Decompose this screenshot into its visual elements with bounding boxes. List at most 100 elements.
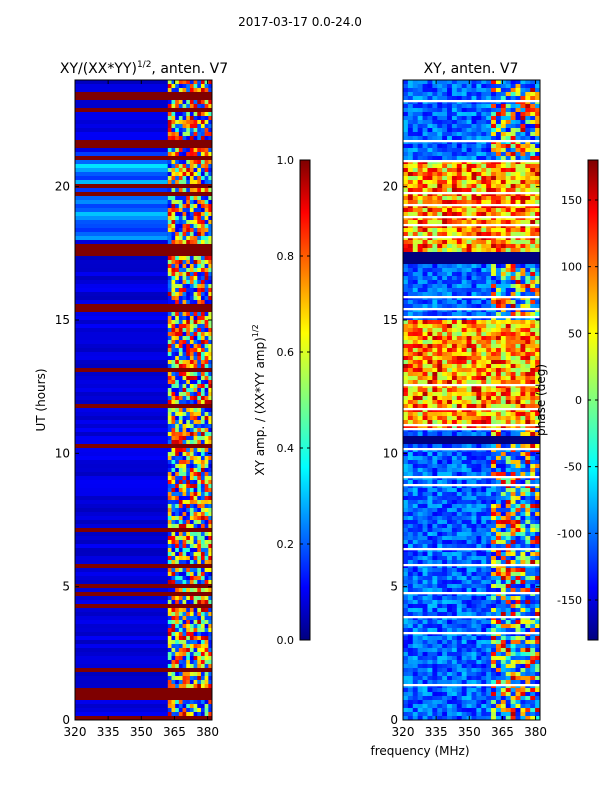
right-heatmap-cell [525,164,531,169]
right-heatmap-cell [525,304,531,309]
right-heatmap-cell [515,164,521,169]
right-heatmap-cell [442,332,448,337]
right-heatmap-cell [466,168,472,173]
right-heatmap-cell [525,400,531,405]
right-heatmap-cell [407,344,414,349]
left-heatmap-cell [197,104,202,109]
left-heatmap-cell [186,700,191,705]
right-heatmap-cell [442,288,448,293]
right-heatmap-cell [535,292,540,297]
right-heatmap-cell [412,472,419,477]
left-heatmap-cell [200,216,206,221]
right-heatmap-cell [442,240,448,245]
left-heatmap-row [75,392,168,397]
left-heatmap-cell [200,392,206,397]
left-heatmap-cell [171,216,176,221]
left-heatmap-cell [204,540,209,545]
left-heatmap-cell [171,344,176,349]
left-heatmap-row [75,380,168,385]
left-heatmap-cell [204,232,209,237]
right-heatmap-cell [505,304,512,309]
right-heatmap-cell [447,352,453,357]
left-heatmap-cell [204,580,209,585]
right-heatmap-cell [495,464,502,469]
right-heatmap-cell [515,432,521,437]
right-heatmap-cell [461,444,468,449]
left-heatmap-cell [182,332,187,337]
left-heatmap-cell [197,172,202,177]
right-heatmap-cell [442,364,448,369]
right-heatmap-cell [417,312,424,317]
right-heatmap-cell [525,356,531,361]
right-heatmap-cell [525,208,531,213]
right-heatmap-cell [447,132,453,137]
right-heatmap-cell [486,376,492,381]
right-heatmap-cell [471,324,477,329]
left-heatmap-cell [200,180,206,185]
left-ylabel: UT (hours) [34,368,48,431]
right-heatmap-cell [481,452,487,457]
left-heatmap-cell [186,492,191,497]
right-heatmap-cell [412,320,419,325]
right-heatmap-cell [481,420,487,425]
right-heatmap-cell [417,168,424,173]
right-heatmap-cell [456,108,463,113]
right-heatmap-cell [481,172,487,177]
left-heatmap-cell [200,132,206,137]
left-heatmap-cell [200,608,206,613]
right-heatmap-cell [447,188,453,193]
right-heatmap-cell [525,132,531,137]
left-heatmap-cell [178,276,184,281]
right-heatmap-cell [510,276,517,281]
left-heatmap-cell [171,408,176,413]
colorbar-tick-label: 1.0 [277,154,295,167]
right-heatmap-cell [417,136,424,141]
left-heatmap-cell [208,572,212,577]
right-heatmap-cell [461,228,468,233]
left-heatmap-row [75,80,168,85]
left-heatmap-cell [175,540,180,545]
left-heatmap-cell [197,348,202,353]
right-heatmap-cell [471,108,477,113]
right-heatmap-cell [442,336,448,341]
right-heatmap-cell [476,156,482,161]
left-heatmap-cell [175,684,180,689]
right-heatmap-cell [500,196,507,201]
left-heatmap-cell [175,236,180,241]
left-heatmap-row [75,364,168,369]
left-heatmap-cell [182,380,187,385]
left-heatmap-cell [171,100,176,105]
left-heatmap-cell [186,500,191,505]
right-heatmap-cell [486,148,492,153]
left-heatmap-cell [189,664,195,669]
right-heatmap-cell [447,432,453,437]
left-heatmap-row [75,480,168,485]
left-heatmap-cell [204,624,209,629]
right-heatmap-cell [466,212,472,217]
left-heatmap-cell [178,124,184,129]
right-heatmap-cell [403,80,409,85]
left-heatmap-cell [178,112,184,117]
left-heatmap-cell [186,656,191,661]
left-heatmap-cell [175,360,180,365]
right-heatmap-cell [500,444,507,449]
right-heatmap-cell [476,196,482,201]
left-heatmap-cell [200,616,206,621]
left-heatmap-cell [182,448,187,453]
left-heatmap-cell [171,324,176,329]
right-heatmap-cell [432,412,438,417]
left-heatmap-cell [193,260,198,265]
right-heatmap-cell [432,472,438,477]
right-heatmap-cell [495,148,502,153]
right-heatmap-cell [530,320,536,325]
right-heatmap-cell [510,132,517,137]
right-heatmap-cell [505,112,512,117]
right-heatmap-cell [525,412,531,417]
left-heatmap-cell [208,264,212,269]
right-heatmap-cell [407,396,414,401]
right-heatmap-cell [427,284,433,289]
left-heatmap-cell [182,296,187,301]
right-heatmap-cell [505,348,512,353]
left-heatmap-cell [178,656,184,661]
left-heatmap-cell [171,560,176,565]
